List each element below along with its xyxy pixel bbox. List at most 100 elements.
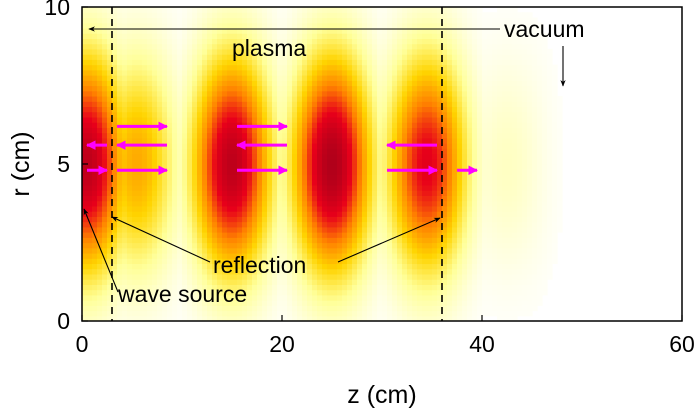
heatmap-cell xyxy=(197,211,203,217)
heatmap-cell xyxy=(462,179,468,186)
heatmap-cell xyxy=(137,59,143,66)
heatmap-cell xyxy=(127,211,133,217)
heatmap-cell xyxy=(347,69,353,76)
heatmap-cell xyxy=(347,237,353,244)
heatmap-cell xyxy=(172,284,178,291)
heatmap-cell xyxy=(212,284,218,291)
heatmap-cell xyxy=(212,17,218,24)
heatmap-cell xyxy=(472,294,478,301)
heatmap-cell xyxy=(427,294,433,301)
heatmap-cell xyxy=(467,95,473,102)
heatmap-cell xyxy=(232,294,238,301)
heatmap-cell xyxy=(192,122,198,128)
heatmap-cell xyxy=(127,90,133,97)
heatmap-cell xyxy=(192,247,198,254)
heatmap-cell xyxy=(172,101,178,108)
heatmap-cell xyxy=(447,116,453,123)
heatmap-cell xyxy=(217,169,223,176)
heatmap-cell xyxy=(397,221,403,228)
heatmap-cell xyxy=(362,211,368,217)
heatmap-cell xyxy=(182,164,188,170)
heatmap-cell xyxy=(287,80,293,87)
heatmap-cell xyxy=(477,305,483,312)
heatmap-cell xyxy=(152,64,158,71)
heatmap-cell xyxy=(212,85,218,92)
heatmap-cell xyxy=(147,137,153,144)
heatmap-cell xyxy=(312,258,318,265)
heatmap-cell xyxy=(482,27,488,34)
heatmap-cell xyxy=(82,216,88,223)
heatmap-cell xyxy=(317,27,323,34)
heatmap-cell xyxy=(277,127,283,134)
heatmap-cell xyxy=(207,48,213,55)
heatmap-cell xyxy=(227,247,233,254)
heatmap-cell xyxy=(102,132,108,139)
heatmap-cell xyxy=(427,12,433,19)
heatmap-cell xyxy=(377,305,383,312)
heatmap-cell xyxy=(132,195,138,202)
heatmap-cell xyxy=(147,205,153,212)
heatmap-cell xyxy=(222,195,228,202)
heatmap-cell xyxy=(457,137,463,144)
heatmap-cell xyxy=(222,211,228,217)
heatmap-cell xyxy=(222,137,228,144)
heatmap-cell xyxy=(87,54,93,60)
heatmap-cell xyxy=(132,158,138,165)
heatmap-cell xyxy=(82,284,88,291)
heatmap-cell xyxy=(352,158,358,165)
heatmap-cell xyxy=(482,38,488,45)
heatmap-cell xyxy=(462,237,468,244)
heatmap-cell xyxy=(367,273,373,280)
heatmap-cell xyxy=(112,137,118,144)
heatmap-cell xyxy=(217,310,223,317)
heatmap-cell xyxy=(122,300,128,306)
heatmap-cell xyxy=(397,226,403,233)
heatmap-cell xyxy=(482,289,488,296)
heatmap-cell xyxy=(232,101,238,108)
heatmap-cell xyxy=(422,64,428,71)
heatmap-cell xyxy=(482,59,488,66)
heatmap-cell xyxy=(472,273,478,280)
heatmap-cell xyxy=(182,174,188,181)
heatmap-cell xyxy=(87,242,93,249)
heatmap-cell xyxy=(162,289,168,296)
heatmap-cell xyxy=(192,184,198,191)
heatmap-cell xyxy=(407,169,413,176)
heatmap-cell xyxy=(487,95,493,102)
heatmap-cell xyxy=(457,116,463,123)
heatmap-cell xyxy=(432,263,438,270)
heatmap-cell xyxy=(307,279,313,285)
heatmap-cell xyxy=(202,305,208,312)
heatmap-cell xyxy=(277,310,283,317)
heatmap-cell xyxy=(222,268,228,275)
heatmap-cell xyxy=(437,7,443,13)
heatmap-cell xyxy=(147,200,153,207)
heatmap-cell xyxy=(137,90,143,97)
heatmap-cell xyxy=(407,54,413,60)
heatmap-cell xyxy=(402,268,408,275)
heatmap-cell xyxy=(462,143,468,149)
heatmap-cell xyxy=(317,38,323,45)
heatmap-cell xyxy=(127,221,133,228)
heatmap-cell xyxy=(462,184,468,191)
heatmap-cell xyxy=(477,226,483,233)
heatmap-cell xyxy=(357,305,363,312)
heatmap-cell xyxy=(417,315,423,321)
heatmap-cell xyxy=(457,216,463,223)
heatmap-cell xyxy=(402,17,408,24)
heatmap-cell xyxy=(252,279,258,285)
heatmap-cell xyxy=(187,200,193,207)
heatmap-cell xyxy=(477,59,483,66)
heatmap-cell xyxy=(247,242,253,249)
heatmap-cell xyxy=(357,137,363,144)
heatmap-cell xyxy=(287,75,293,81)
heatmap-cell xyxy=(102,64,108,71)
heatmap-cell xyxy=(257,221,263,228)
heatmap-cell xyxy=(207,289,213,296)
heatmap-cell xyxy=(347,268,353,275)
heatmap-cell xyxy=(202,279,208,285)
heatmap-cell xyxy=(372,122,378,128)
heatmap-cell xyxy=(487,300,493,306)
heatmap-cell xyxy=(332,54,338,60)
heatmap-cell xyxy=(222,122,228,128)
